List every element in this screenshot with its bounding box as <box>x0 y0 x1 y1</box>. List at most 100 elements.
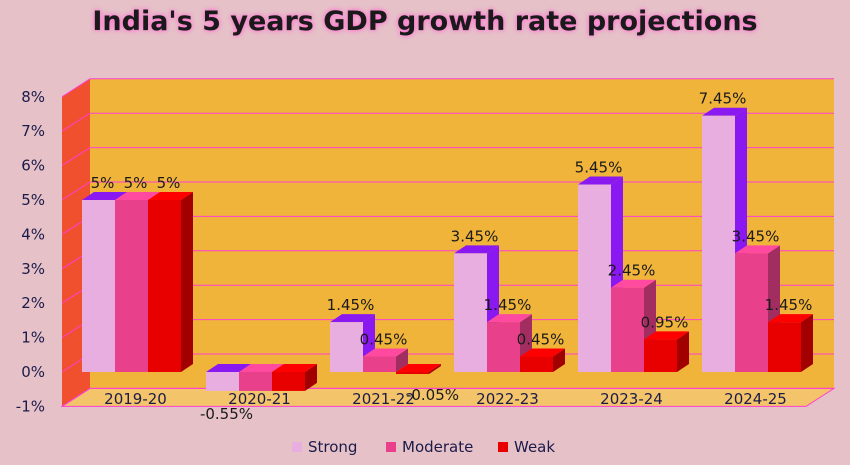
bar-front <box>520 356 553 372</box>
legend-item: Strong <box>292 438 357 456</box>
legend: Strong Moderate Weak <box>292 438 555 456</box>
data-label: 0.45% <box>517 331 565 349</box>
bar-top <box>735 245 780 254</box>
x-tick-label: 2019-20 <box>104 390 167 408</box>
bar-front <box>363 356 396 372</box>
bar-top <box>768 314 813 323</box>
bar-top <box>487 314 532 323</box>
legend-item: Moderate <box>386 438 473 456</box>
y-tick-label: -1% <box>16 397 45 415</box>
x-tick-label: 2020-21 <box>228 390 291 408</box>
bar <box>363 348 408 372</box>
data-label: 7.45% <box>699 90 747 108</box>
y-tick-label: 7% <box>21 122 45 140</box>
x-tick-label: 2023-24 <box>600 390 663 408</box>
legend-item: Weak <box>498 438 555 456</box>
x-tick-label: 2024-25 <box>724 390 787 408</box>
bar-front <box>330 322 363 372</box>
bar-top <box>115 192 160 200</box>
data-label: 5% <box>157 174 181 192</box>
bar <box>578 176 623 372</box>
bar-front <box>578 184 611 372</box>
data-label: 3.45% <box>732 227 780 245</box>
bar-front <box>272 372 305 391</box>
data-label: 0.45% <box>360 331 408 349</box>
data-label: 5.45% <box>575 159 623 177</box>
bar-front <box>396 372 429 374</box>
bar-top <box>454 245 499 254</box>
data-label: 3.45% <box>451 227 499 245</box>
bar-front <box>239 372 272 391</box>
bar-top <box>206 364 251 372</box>
bar-side <box>553 348 565 372</box>
bar-front <box>82 200 115 372</box>
bar <box>644 331 689 372</box>
data-label: 1.45% <box>765 296 813 314</box>
data-label: 0.95% <box>641 313 689 331</box>
y-tick-label: 3% <box>21 260 45 278</box>
data-label: 1.45% <box>484 296 532 314</box>
bar-front <box>115 200 148 372</box>
data-label: -0.05% <box>406 386 459 404</box>
bar <box>148 192 193 372</box>
y-tick-label: 4% <box>21 225 45 243</box>
bar-front <box>644 339 677 372</box>
x-tick-label: 2022-23 <box>476 390 539 408</box>
bar-top <box>148 192 193 200</box>
data-label: 1.45% <box>327 296 375 314</box>
legend-swatch <box>292 442 302 452</box>
chart-title: India's 5 years GDP growth rate projecti… <box>92 6 758 37</box>
bar-top <box>82 192 127 200</box>
bar-top <box>578 176 623 185</box>
legend-label: Strong <box>308 438 357 456</box>
legend-label: Weak <box>514 438 555 456</box>
bar-front <box>148 200 181 372</box>
x-tick-label: 2021-22 <box>352 390 415 408</box>
legend-swatch <box>386 442 396 452</box>
bar-side <box>677 331 689 372</box>
bar-side <box>305 364 317 391</box>
y-tick-label: 1% <box>21 329 45 347</box>
bar-front <box>735 253 768 372</box>
bar <box>272 364 317 391</box>
gridline <box>61 147 834 167</box>
data-label: 2.45% <box>608 262 656 280</box>
bar-top <box>239 364 284 372</box>
y-tick-label: 6% <box>21 157 45 175</box>
bar-top <box>330 314 375 323</box>
data-label: 5% <box>91 174 115 192</box>
bar-front <box>702 115 735 372</box>
gridline <box>61 387 834 407</box>
y-tick-label: 5% <box>21 191 45 209</box>
bar-side <box>396 348 408 372</box>
gridline <box>61 112 834 132</box>
bar-top <box>644 331 689 340</box>
bar-top <box>396 364 441 372</box>
bar-front <box>487 322 520 372</box>
y-tick-label: 2% <box>21 294 45 312</box>
bar-top <box>611 279 656 288</box>
y-tick-label: 8% <box>21 88 45 106</box>
legend-label: Moderate <box>402 438 473 456</box>
bar-side <box>429 364 441 374</box>
bar-top <box>272 364 317 372</box>
bar-side <box>801 314 813 372</box>
bar-side <box>181 192 193 372</box>
bar-front <box>454 253 487 372</box>
legend-swatch <box>498 442 508 452</box>
bar-front <box>611 287 644 372</box>
bar-top <box>520 348 565 357</box>
bar-top <box>702 107 747 116</box>
y-tick-label: 0% <box>21 363 45 381</box>
bar <box>520 348 565 372</box>
bar <box>768 314 813 372</box>
data-label: -0.55% <box>200 405 253 423</box>
bar-top <box>363 348 408 357</box>
gridline <box>61 78 834 98</box>
data-label: 5% <box>124 174 148 192</box>
bar <box>396 364 441 374</box>
bar-front <box>768 322 801 372</box>
bar-front <box>206 372 239 391</box>
